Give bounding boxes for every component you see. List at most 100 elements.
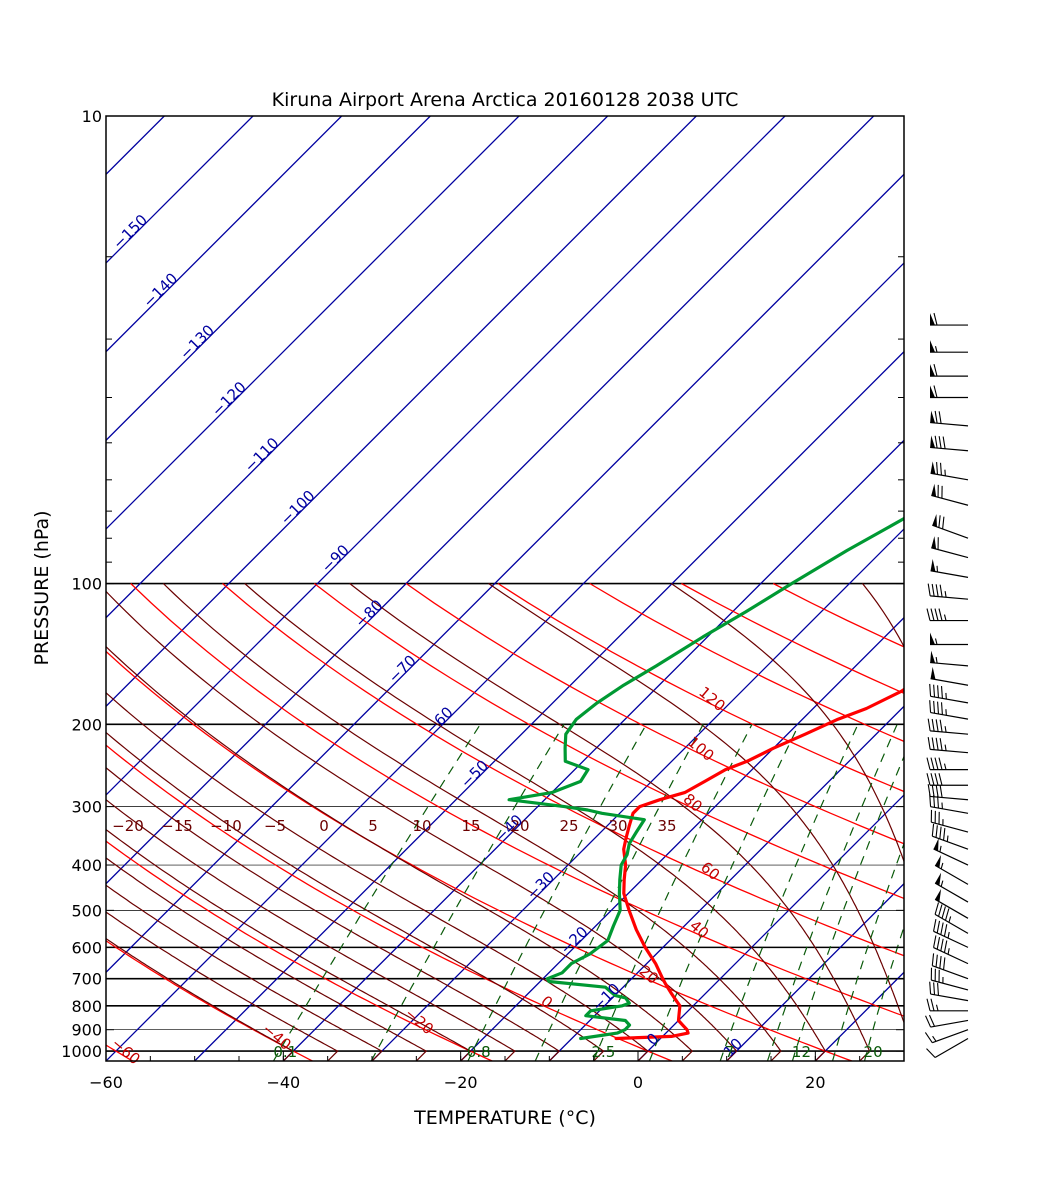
- isotherm-label: −90: [318, 541, 353, 576]
- wind-barbs: [924, 312, 969, 1059]
- isotherms: [106, 116, 904, 1061]
- barb-full: [939, 738, 943, 751]
- barb-full: [931, 953, 935, 966]
- isotherm-line: [106, 116, 520, 530]
- dry-adiabats: [106, 582, 904, 1061]
- barb-pennant: [930, 435, 936, 448]
- barb-pennant: [930, 410, 936, 423]
- barb-pennant: [935, 888, 942, 902]
- barb-pennant: [931, 483, 937, 497]
- barb-full: [938, 436, 942, 449]
- x-tick-label: 0: [633, 1073, 643, 1092]
- barb-pennant: [935, 872, 942, 886]
- barb-full: [935, 584, 939, 597]
- barb-half: [932, 1035, 937, 1042]
- moist-adiabat-label: 20: [510, 817, 529, 835]
- isotherm-line: [106, 116, 875, 885]
- mixing-ratio-label: 2.5: [591, 1043, 615, 1061]
- isotherm-label: −110: [241, 434, 283, 476]
- mixing-ratio-line: [272, 723, 481, 1061]
- moist-adiabat-label: 25: [559, 817, 578, 835]
- isotherm-label: −30: [523, 868, 558, 903]
- barb-staff: [933, 930, 969, 948]
- y-tick-label: 700: [71, 970, 102, 989]
- y-tick-label: 800: [71, 997, 102, 1016]
- moist-adiabat-line: [106, 766, 561, 1061]
- x-tick-label: −20: [444, 1073, 478, 1092]
- barb-staff: [931, 979, 969, 991]
- mixing-ratio-line: [766, 724, 898, 1061]
- isotherm-line: [106, 173, 904, 974]
- barb-full: [933, 919, 937, 932]
- barb-staff: [934, 1038, 969, 1059]
- isotherm-label: −100: [277, 487, 319, 529]
- barb-full: [942, 436, 946, 449]
- barb-full: [926, 773, 931, 786]
- y-tick-label: 200: [71, 715, 102, 734]
- moist-adiabat-label: 0: [319, 817, 329, 835]
- mixing-ratio-line: [467, 724, 647, 1061]
- barb-pennant: [930, 650, 936, 664]
- moist-adiabat-line: [106, 731, 605, 1061]
- barb-pennant: [930, 558, 936, 572]
- mixing-ratio-lines: [272, 723, 904, 1061]
- y-tick-label: 400: [71, 856, 102, 875]
- wind-barb: [930, 410, 969, 427]
- moist-adiabat-label: 35: [657, 817, 676, 835]
- wind-barb: [930, 650, 969, 667]
- moist-adiabat-line: [106, 937, 295, 1061]
- wind-barb: [927, 784, 969, 801]
- moist-adiabat-line: [106, 798, 516, 1061]
- barb-full: [935, 784, 939, 798]
- wind-barb: [930, 435, 969, 452]
- mixing-ratio-line: [719, 724, 859, 1061]
- barb-full: [931, 718, 935, 732]
- dry-adiabat-line: [222, 583, 904, 957]
- barb-pennant: [930, 340, 935, 353]
- mixing-ratio-line: [648, 724, 800, 1061]
- moist-adiabat-label: 15: [461, 817, 480, 835]
- barb-full: [937, 701, 940, 714]
- barb-full: [930, 608, 935, 621]
- barb-full: [943, 940, 948, 953]
- x-tick-label: −40: [266, 1073, 300, 1092]
- barb-full: [929, 700, 932, 713]
- barb-full: [935, 954, 938, 968]
- wind-barb: [930, 666, 969, 686]
- dry-adiabat-line: [106, 939, 313, 1061]
- moist-adiabat-line: [488, 583, 904, 1061]
- barb-full: [933, 700, 936, 714]
- moist-adiabat-line: [106, 645, 694, 1061]
- mixing-ratio-line: [592, 724, 753, 1061]
- barb-pennant: [933, 838, 939, 852]
- barb-full: [938, 515, 941, 528]
- isotherm-line: [371, 528, 904, 1061]
- wind-barb: [930, 340, 968, 353]
- barb-half: [946, 835, 949, 842]
- barb-full: [938, 608, 943, 621]
- barb-half: [948, 916, 952, 923]
- barb-full: [926, 1048, 936, 1058]
- dry-adiabat-label: 0: [537, 992, 556, 1012]
- wind-barb: [931, 953, 969, 980]
- mixing-ratio-label: 7: [725, 1043, 735, 1061]
- barb-full: [927, 718, 931, 731]
- barb-pennant: [930, 461, 936, 475]
- barb-staff: [932, 524, 969, 539]
- moist-adiabat-line: [162, 583, 782, 1061]
- moist-adiabat-label: 5: [368, 817, 378, 835]
- moist-adiabat-label: −10: [210, 817, 242, 835]
- isotherm-line: [106, 116, 786, 796]
- barb-half: [944, 591, 947, 598]
- isotherm-label: −130: [176, 321, 218, 363]
- barb-full: [933, 935, 937, 948]
- mixing-ratio-label: 0.1: [273, 1043, 297, 1061]
- barb-full: [924, 1032, 933, 1044]
- dry-adiabat-line: [106, 744, 673, 1061]
- barb-full: [943, 924, 948, 937]
- barb-staff: [930, 993, 969, 1002]
- isotherm-line: [548, 705, 904, 1061]
- barb-full: [929, 683, 932, 697]
- barb-full: [939, 719, 943, 733]
- barb-full: [940, 686, 943, 699]
